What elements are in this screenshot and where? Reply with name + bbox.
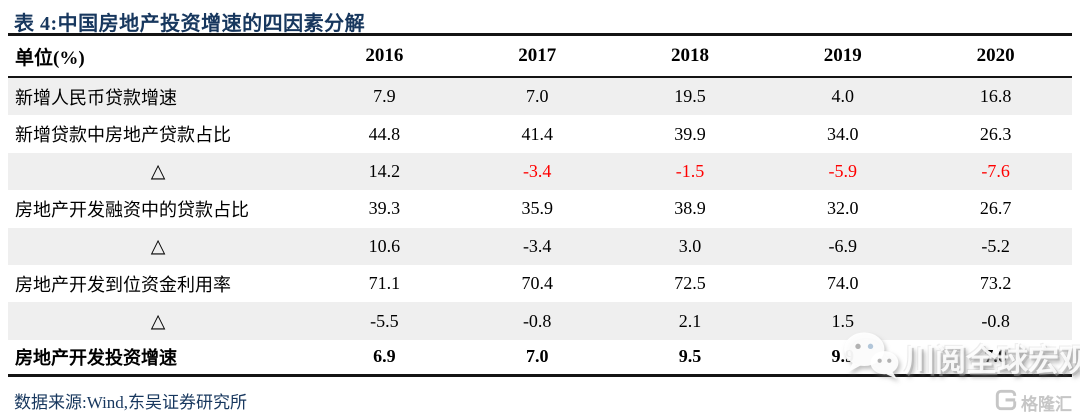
year-header-2020: 2020 (976, 45, 1015, 66)
table-cell: -6.9 (828, 235, 858, 256)
table-cell: 39.3 (368, 198, 401, 219)
row-label: 新增贷款中房地产贷款占比 (15, 125, 231, 146)
table-cell: 7.0 (984, 346, 1007, 367)
table-cell: 7.0 (525, 346, 549, 367)
data-source-note: 数据来源:Wind,东吴证券研究所 (14, 393, 248, 413)
table-cell: 1.5 (831, 310, 855, 331)
table-cell: 39.9 (674, 123, 706, 144)
row-label: 房地产开发投资增速 (15, 347, 177, 368)
table-row: 房地产开发到位资金利用率 71.1 70.4 72.5 74.0 73.2 (8, 265, 1072, 302)
table-row-total: 房地产开发投资增速 6.9 7.0 9.5 9.9 7.0 (8, 340, 1072, 378)
row-label: 房地产开发融资中的贷款占比 (15, 199, 249, 220)
table-cell: 74.0 (827, 273, 859, 294)
table-cell: 9.5 (678, 346, 702, 367)
table-cell: 71.1 (368, 273, 401, 294)
unit-header: 单位(%) (15, 47, 85, 69)
table-row-delta: △ -5.5 -0.8 2.1 1.5 -0.8 (8, 302, 1072, 340)
year-header-2018: 2018 (670, 45, 709, 66)
table-cell: 38.9 (674, 198, 706, 219)
table-cell: 19.5 (674, 86, 706, 107)
table-cell: 9.9 (831, 346, 855, 367)
table-cell: 26.3 (979, 123, 1012, 144)
table-cell: 6.9 (373, 346, 396, 367)
table-cell: 35.9 (521, 198, 553, 219)
table-cell: 7.9 (373, 86, 396, 107)
year-header-2016: 2016 (365, 45, 404, 66)
delta-symbol: △ (150, 160, 166, 182)
table-cell: 72.5 (674, 273, 706, 294)
table-cell-negative: -5.9 (828, 160, 858, 181)
delta-symbol: △ (150, 235, 166, 257)
table-title-row: 表 4:中国房地产投资增速的四因素分解 (0, 0, 1080, 35)
delta-symbol: △ (150, 310, 166, 332)
table-cell: 70.4 (521, 273, 553, 294)
table-cell: 26.7 (979, 198, 1012, 219)
table-row-delta: △ 10.6 -3.4 3.0 -6.9 -5.2 (8, 227, 1072, 265)
data-table: 单位(%) 2016 2017 2018 2019 2020 新增人民币贷款增速… (8, 33, 1072, 378)
table-cell: -0.8 (981, 310, 1010, 331)
table-header-row: 单位(%) 2016 2017 2018 2019 2020 (8, 36, 1072, 78)
table-cell: 32.0 (827, 198, 859, 219)
table-cell: 2.1 (678, 310, 702, 331)
table-row: 房地产开发融资中的贷款占比 39.3 35.9 38.9 32.0 26.7 (8, 190, 1072, 227)
table-cell: 41.4 (521, 123, 553, 144)
table-cell: -3.4 (522, 235, 552, 256)
table-cell: 73.2 (979, 273, 1012, 294)
gelonghui-label: 格隆汇 (1021, 395, 1072, 414)
year-header-2017: 2017 (518, 45, 557, 66)
table-cell: 14.2 (368, 160, 401, 181)
table-cell: -5.5 (370, 310, 399, 331)
table-row-delta: △ 14.2 -3.4 -1.5 -5.9 -7.6 (8, 152, 1072, 191)
table-cell: 34.0 (827, 123, 859, 144)
table-title: 表 4:中国房地产投资增速的四因素分解 (14, 13, 366, 35)
table-row: 新增人民币贷款增速 7.9 7.0 19.5 4.0 16.8 (8, 78, 1072, 116)
table-cell: -0.8 (522, 310, 552, 331)
year-header-2019: 2019 (823, 45, 862, 66)
table-cell-negative: -7.6 (981, 160, 1010, 181)
table-cell-negative: -1.5 (675, 160, 705, 181)
table-cell: 16.8 (979, 86, 1012, 107)
table-cell: 4.0 (831, 86, 855, 107)
gelonghui-logo: 格隆汇 (995, 389, 1072, 416)
table-cell: 3.0 (678, 235, 702, 256)
table-cell: -5.2 (981, 235, 1010, 256)
table-cell: 7.0 (525, 86, 549, 107)
row-label: 新增人民币贷款增速 (15, 87, 177, 108)
table-row: 新增贷款中房地产贷款占比 44.8 41.4 39.9 34.0 26.3 (8, 115, 1072, 152)
table-cell: 44.8 (368, 123, 401, 144)
table-cell: 10.6 (368, 235, 401, 256)
row-label: 房地产开发到位资金利用率 (15, 274, 231, 295)
gelonghui-icon (995, 389, 1017, 416)
table-cell-negative: -3.4 (522, 160, 552, 181)
